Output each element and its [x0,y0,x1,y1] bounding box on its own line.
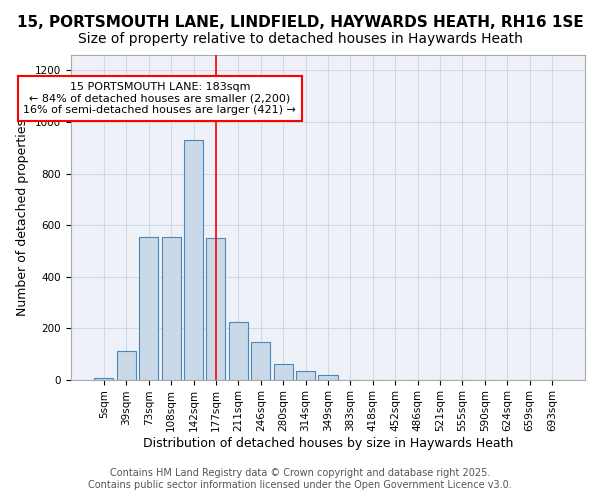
Bar [296,372,315,380]
Text: Size of property relative to detached houses in Haywards Heath: Size of property relative to detached ho… [77,32,523,46]
Bar [319,375,338,380]
Bar [117,352,136,380]
X-axis label: Distribution of detached houses by size in Haywards Heath: Distribution of detached houses by size … [143,437,513,450]
Text: Contains HM Land Registry data © Crown copyright and database right 2025.
Contai: Contains HM Land Registry data © Crown c… [88,468,512,490]
Y-axis label: Number of detached properties: Number of detached properties [16,119,29,316]
Text: 15 PORTSMOUTH LANE: 183sqm
← 84% of detached houses are smaller (2,200)
16% of s: 15 PORTSMOUTH LANE: 183sqm ← 84% of deta… [23,82,296,115]
Bar [206,238,226,380]
Text: 15, PORTSMOUTH LANE, LINDFIELD, HAYWARDS HEATH, RH16 1SE: 15, PORTSMOUTH LANE, LINDFIELD, HAYWARDS… [17,15,583,30]
Bar [274,364,293,380]
Bar [161,236,181,380]
Bar [94,378,113,380]
Bar [139,236,158,380]
Bar [184,140,203,380]
Bar [229,322,248,380]
Bar [251,342,270,380]
